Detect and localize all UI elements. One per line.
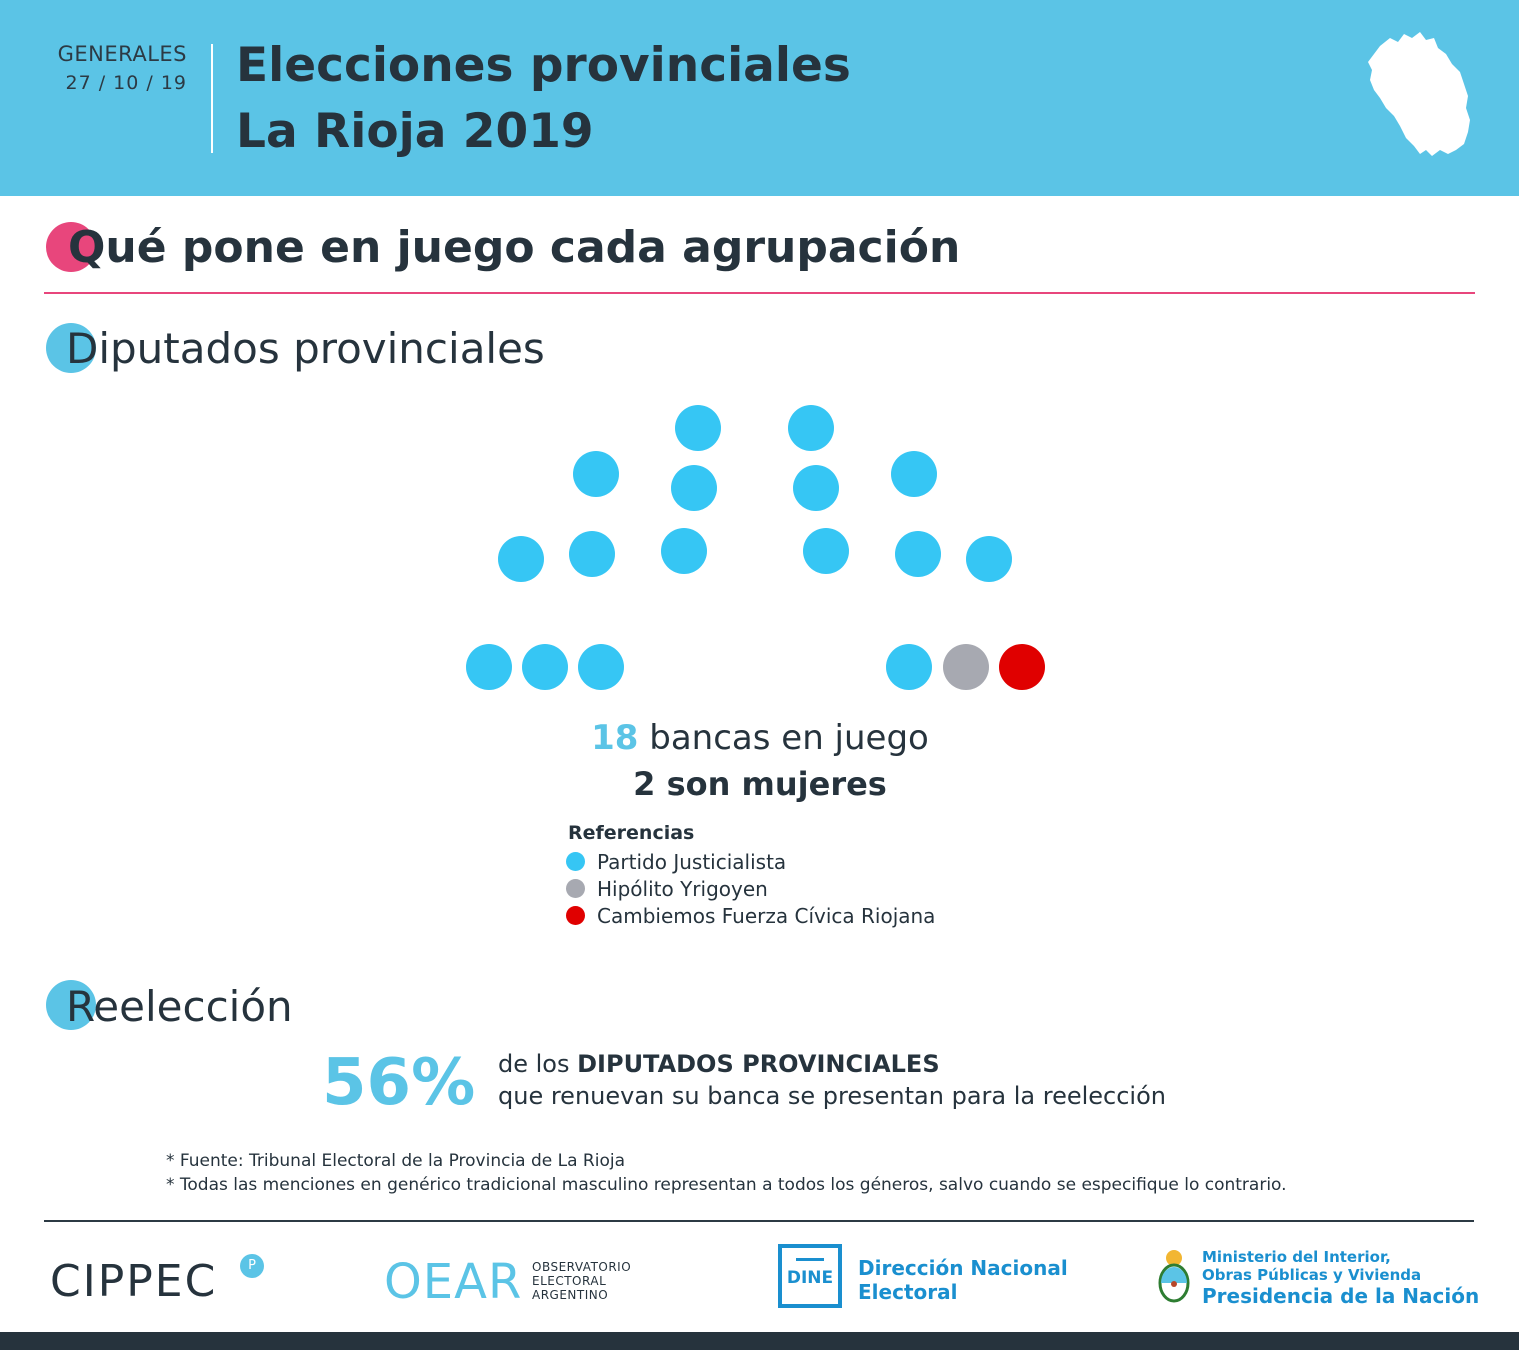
legend-dot: [566, 879, 585, 898]
reelection-bold: DIPUTADOS PROVINCIALES: [577, 1050, 940, 1078]
reelection-line1: de los DIPUTADOS PROVINCIALES: [498, 1050, 940, 1078]
seat-dot: [661, 528, 707, 574]
women-summary: 2 son mujeres: [633, 765, 887, 803]
legend-label: Partido Justicialista: [597, 850, 787, 874]
election-date: 27 / 10 / 19: [65, 72, 187, 94]
seat-dot: [943, 644, 989, 690]
seat-dot: [675, 405, 721, 451]
seat-dot: [498, 536, 544, 582]
reelection-line2: que renuevan su banca se presentan para …: [498, 1082, 1166, 1110]
section-title-reeleccion: Reelección: [66, 982, 293, 1031]
footer-divider: [44, 1220, 1474, 1222]
seats-summary: 18 bancas en juego: [460, 718, 1060, 758]
legend-item: Hipólito Yrigoyen: [566, 877, 768, 903]
section-bullet-reeleccion: [46, 980, 96, 1030]
oear-sub-line: OBSERVATORIO: [532, 1260, 632, 1274]
dine-name-line: Dirección Nacional: [858, 1256, 1068, 1280]
page-title-line2: La Rioja 2019: [236, 104, 594, 159]
legend-item: Partido Justicialista: [566, 850, 786, 876]
seat-dot: [573, 451, 619, 497]
legend-label: Cambiemos Fuerza Cívica Riojana: [597, 904, 936, 928]
seat-dot: [793, 465, 839, 511]
page-title-line1: Elecciones provinciales: [236, 38, 851, 93]
section-title-diputados: Diputados provinciales: [66, 324, 545, 373]
oear-subtitle: OBSERVATORIO ELECTORAL ARGENTINO: [532, 1260, 631, 1302]
dine-name: Dirección Nacional Electoral: [858, 1256, 1068, 1304]
seats-total-text: bancas en juego: [649, 718, 929, 758]
cippec-logo: CIPPEC: [50, 1256, 218, 1307]
seat-dot: [803, 528, 849, 574]
legend-dot: [566, 852, 585, 871]
seat-dot: [466, 644, 512, 690]
seat-dot: [671, 465, 717, 511]
seat-dot: [891, 451, 937, 497]
header-banner: GENERALES 27 / 10 / 19 Elecciones provin…: [0, 0, 1519, 196]
dine-name-line: Electoral: [858, 1280, 958, 1304]
oear-sub-line: ARGENTINO: [532, 1288, 609, 1302]
oear-sub-line: ELECTORAL: [532, 1274, 607, 1288]
seat-dot: [886, 644, 932, 690]
national-shield-icon: [1158, 1250, 1190, 1303]
reelection-percent: 56%: [322, 1046, 476, 1120]
ministry-line3: Presidencia de la Nación: [1202, 1284, 1480, 1308]
seat-dot: [788, 405, 834, 451]
legend-label: Hipólito Yrigoyen: [597, 877, 768, 901]
seat-dot: [569, 531, 615, 577]
la-rioja-map-icon: [1368, 32, 1470, 156]
ministry-line2: Obras Públicas y Vivienda: [1202, 1266, 1422, 1284]
seat-dot: [895, 531, 941, 577]
section-bullet-pink: [46, 222, 96, 272]
section-divider: [44, 292, 1475, 294]
header-divider: [211, 44, 213, 153]
dine-abbr: DINE: [786, 1268, 834, 1288]
legend-dot: [566, 906, 585, 925]
oear-logo: OEAR: [384, 1254, 523, 1310]
seats-total: 18: [591, 718, 639, 758]
seat-dot: [966, 536, 1012, 582]
section-bullet-diputados: [46, 323, 96, 373]
seat-dot: [578, 644, 624, 690]
seat-dot: [999, 644, 1045, 690]
gender-note: * Todas las menciones en genérico tradic…: [166, 1175, 1287, 1195]
dine-logo: DINE: [778, 1244, 842, 1308]
bottom-bar: [0, 1332, 1519, 1350]
section-title-main: Qué pone en juego cada agrupación: [68, 222, 961, 273]
legend-item: Cambiemos Fuerza Cívica Riojana: [566, 904, 935, 930]
cippec-badge-icon: P: [240, 1254, 264, 1278]
dine-logo-bar: [796, 1258, 824, 1261]
reelection-pre: de los: [498, 1050, 570, 1078]
legend-title: Referencias: [568, 822, 695, 844]
seat-dot: [522, 644, 568, 690]
source-note: * Fuente: Tribunal Electoral de la Provi…: [166, 1151, 626, 1171]
ministry-line1: Ministerio del Interior,: [1202, 1248, 1391, 1266]
election-type: GENERALES: [57, 42, 187, 66]
